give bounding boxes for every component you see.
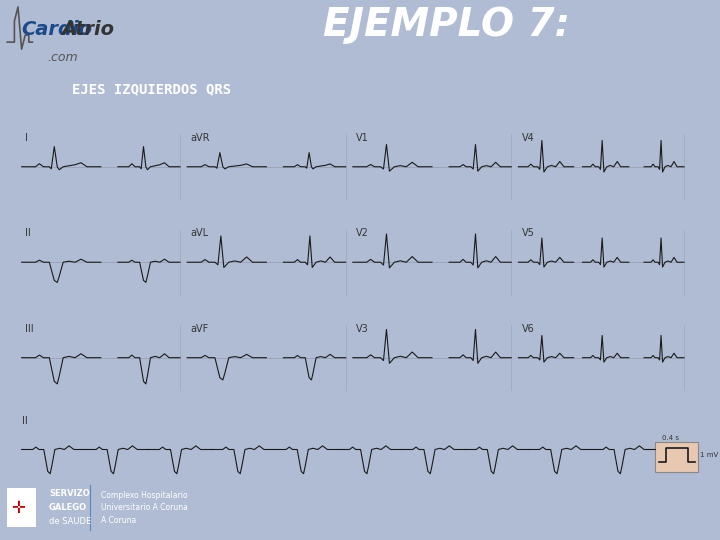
Text: I: I — [25, 133, 28, 143]
Text: Atrio: Atrio — [61, 19, 114, 39]
Text: V5: V5 — [522, 228, 535, 238]
Text: EJES IZQUIERDOS QRS: EJES IZQUIERDOS QRS — [71, 82, 231, 96]
Text: Cardio: Cardio — [22, 19, 93, 39]
Text: 0.4 s: 0.4 s — [662, 435, 680, 441]
Text: de SAUDE: de SAUDE — [49, 517, 91, 526]
Bar — [7, 488, 36, 527]
Text: aVR: aVR — [191, 133, 210, 143]
Text: EJEMPLO 7:: EJEMPLO 7: — [323, 5, 570, 44]
Bar — [655, 442, 698, 471]
Text: ✛: ✛ — [11, 498, 25, 517]
Text: GALEGO: GALEGO — [49, 503, 87, 512]
Text: Complexo Hospitalario
Universitario A Coruna
A Coruna: Complexo Hospitalario Universitario A Co… — [101, 491, 188, 524]
Text: V4: V4 — [522, 133, 535, 143]
Text: V3: V3 — [356, 324, 369, 334]
Text: aVF: aVF — [191, 324, 209, 334]
Text: II: II — [22, 416, 27, 426]
Text: SERVIZO: SERVIZO — [49, 489, 90, 498]
Text: II: II — [25, 228, 31, 238]
Text: 1 mV: 1 mV — [700, 452, 718, 458]
Text: .com: .com — [47, 51, 78, 64]
Text: V1: V1 — [356, 133, 369, 143]
Text: V2: V2 — [356, 228, 369, 238]
Text: aVL: aVL — [191, 228, 209, 238]
Text: V6: V6 — [522, 324, 535, 334]
Text: III: III — [25, 324, 34, 334]
